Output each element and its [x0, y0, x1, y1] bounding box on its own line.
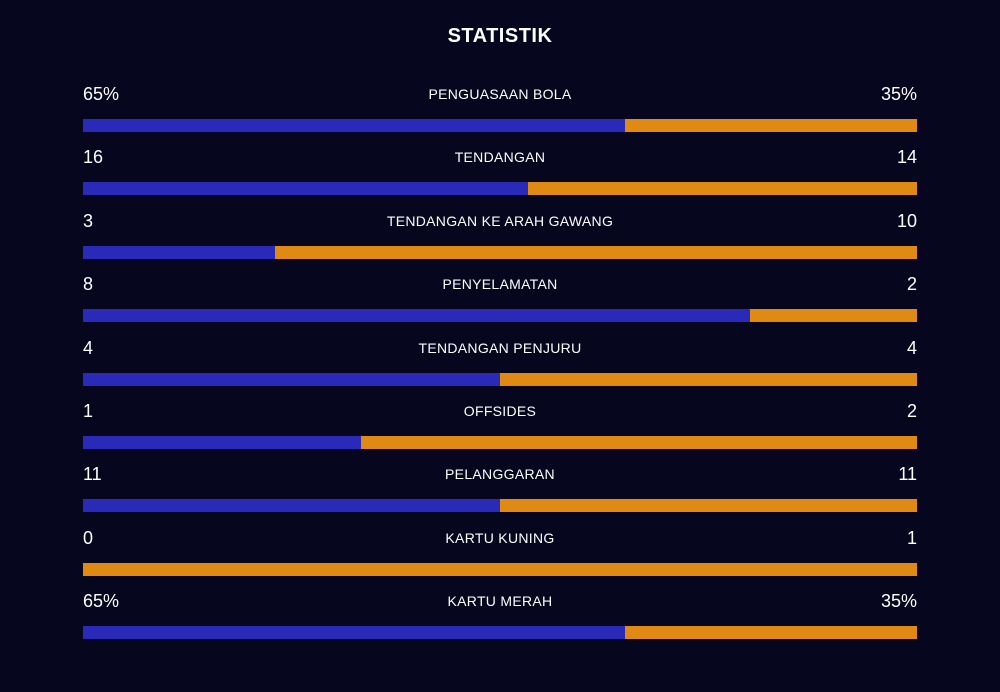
home-value: 3	[83, 210, 94, 231]
away-bar	[500, 499, 917, 513]
stat-label: TENDANGAN KE ARAH GAWANG	[386, 212, 614, 229]
away-bar	[360, 435, 917, 449]
stat-header: 16 TENDANGAN 14	[83, 143, 917, 171]
stat-header: 1 OFFSIDES 2	[83, 397, 917, 425]
comparison-bar	[83, 119, 917, 132]
stat-row-offsides: 1 OFFSIDES 2	[83, 397, 917, 460]
away-bar	[83, 562, 917, 576]
stats-list: 65% PENGUASAAN BOLA 35% 16 TENDANGAN 1 4 …	[83, 80, 917, 651]
comparison-bar	[83, 562, 917, 576]
home-value: 65%	[83, 84, 120, 104]
stat-row-yellow-cards: 0 KARTU KUNING 1	[83, 524, 917, 587]
stat-row-possession: 65% PENGUASAAN BOLA 35%	[83, 80, 917, 143]
stat-header: 3 TENDANGAN KE ARAH GAWANG 10	[83, 207, 917, 235]
away-value: 1	[906, 527, 917, 548]
away-value: 35%	[880, 84, 917, 104]
home-bar	[83, 626, 626, 640]
home-value: 1	[83, 400, 94, 421]
away-value: 11	[898, 464, 917, 485]
comparison-bar	[83, 435, 917, 449]
stat-header: 65% PENGUASAAN BOLA 35%	[83, 80, 917, 108]
home-bar	[83, 435, 361, 449]
home-bar	[83, 119, 626, 132]
home-bar	[83, 245, 276, 259]
home-value: 8	[83, 274, 94, 295]
comparison-bar	[83, 309, 917, 323]
stat-row-fouls: 11 PELANGGARAN 11	[83, 460, 917, 523]
stat-label: PENGUASAAN BOLA	[428, 86, 572, 102]
stat-label: OFFSIDES	[463, 402, 537, 419]
away-value: 2	[906, 400, 917, 421]
stat-label: PENYELAMATAN	[442, 276, 558, 293]
stat-row-red-cards: 65% KARTU MERAH 35%	[83, 587, 917, 650]
home-value: 11	[83, 464, 102, 485]
stat-header: 4 TENDANGAN PENJURU 4	[83, 334, 917, 362]
away-bar	[500, 372, 917, 386]
away-bar	[625, 119, 917, 132]
stat-row-shots-on-target: 3 TENDANGAN KE ARAH GAWANG 10	[83, 207, 917, 270]
away-bar	[275, 245, 917, 259]
home-bar	[83, 309, 751, 323]
stat-label: TENDANGAN PENJURU	[418, 339, 582, 356]
comparison-bar	[83, 626, 917, 640]
stat-label: PELANGGARAN	[445, 466, 555, 483]
stat-label: KARTU KUNING	[445, 529, 555, 546]
stat-row-saves: 8 PENYELAMATAN 2	[83, 270, 917, 333]
away-bar	[527, 182, 917, 196]
stat-header: 8 PENYELAMATAN 2	[83, 270, 917, 298]
away-bar	[750, 309, 917, 323]
away-value: 10	[896, 210, 917, 231]
away-bar	[625, 626, 917, 640]
stat-header: 65% KARTU MERAH 35%	[83, 587, 917, 615]
stat-row-corners: 4 TENDANGAN PENJURU 4	[83, 334, 917, 397]
stat-label: TENDANGAN	[454, 149, 546, 166]
home-value: 16	[83, 147, 104, 168]
stat-row-shots: 16 TENDANGAN 14	[83, 143, 917, 206]
away-value: 2	[906, 274, 917, 295]
home-bar	[83, 372, 500, 386]
away-value: 14	[896, 147, 917, 168]
stat-label: KARTU MERAH	[447, 593, 553, 610]
comparison-bar	[83, 245, 917, 259]
comparison-bar	[83, 182, 917, 196]
home-bar	[83, 499, 500, 513]
stat-header: 11 PELANGGARAN 11	[83, 460, 917, 488]
home-value: 4	[83, 337, 94, 358]
stat-header: 0 KARTU KUNING 1	[83, 524, 917, 552]
home-value: 65%	[83, 591, 120, 612]
comparison-bar	[83, 372, 917, 386]
away-value: 35%	[880, 591, 917, 612]
page-title: STATISTIK	[447, 25, 553, 47]
away-value: 4	[906, 337, 917, 358]
home-bar	[83, 182, 528, 196]
home-value: 0	[83, 527, 94, 548]
comparison-bar	[83, 499, 917, 513]
